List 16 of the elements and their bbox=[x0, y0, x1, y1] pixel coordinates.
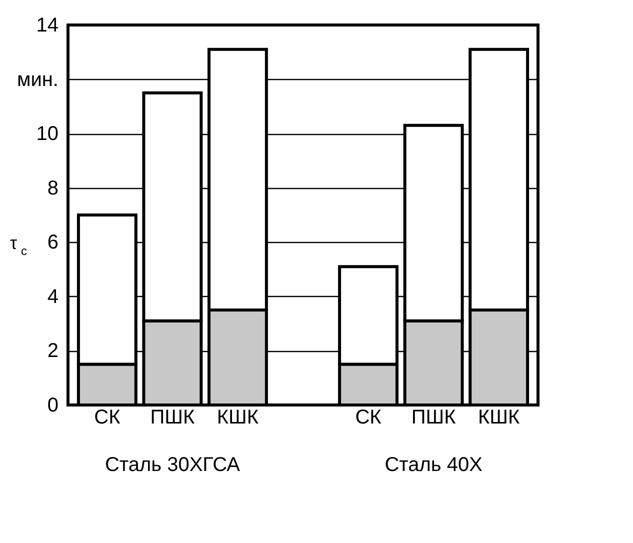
y-tick-label: 10 bbox=[36, 123, 58, 146]
x-tick-label: СК bbox=[94, 406, 121, 428]
y-tick-label: 2 bbox=[47, 340, 58, 362]
y-tick-label: 6 bbox=[47, 232, 58, 254]
y-tick-label: 4 bbox=[47, 286, 58, 308]
x-tick-label: СК bbox=[355, 406, 382, 428]
y-tick-label: 8 bbox=[47, 177, 58, 200]
text: Сталь 40Х bbox=[384, 454, 482, 476]
x-tick-label: КШК bbox=[216, 406, 259, 428]
x-tick-label: КШК bbox=[478, 406, 520, 428]
x-tick-label: ПШК bbox=[411, 406, 456, 428]
text: Сталь 30ХГСА bbox=[104, 454, 241, 476]
y-tick-label: 0 bbox=[47, 394, 58, 416]
y-tick-label: мин. bbox=[16, 68, 58, 91]
x-tick-label: ПШК bbox=[150, 406, 195, 428]
y-tick-label: 14 bbox=[36, 14, 58, 36]
